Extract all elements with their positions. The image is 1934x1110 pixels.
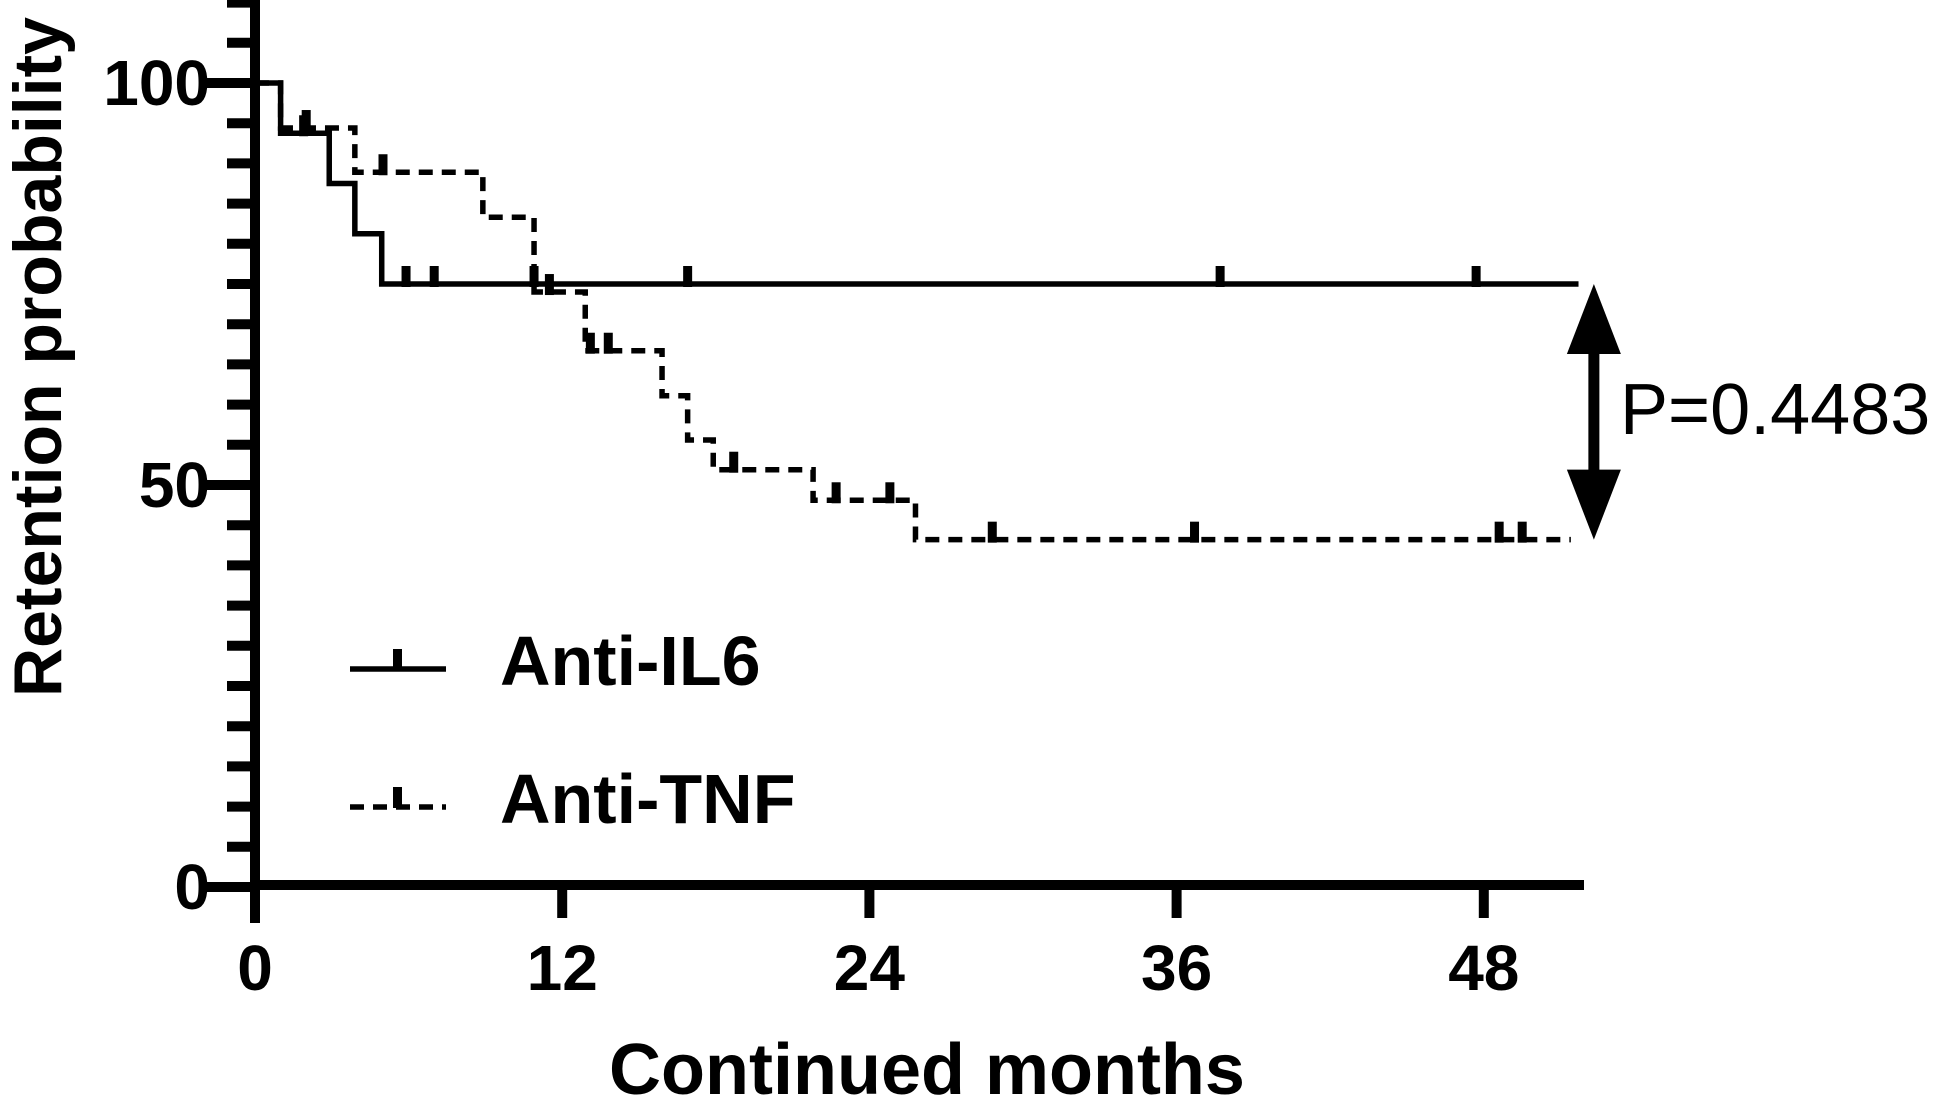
censor-tick-anti-il6 <box>1215 266 1225 287</box>
legend-censor-tick <box>393 649 402 670</box>
p-value-label: P=0.4483 <box>1620 370 1931 450</box>
y-tick-label: 100 <box>103 47 210 119</box>
x-axis-title: Continued months <box>609 1030 1245 1110</box>
legend-item-anti-tnf: Anti-TNF <box>348 764 795 834</box>
legend-item-anti-il6: Anti-IL6 <box>348 626 761 696</box>
censor-tick-anti-tnf <box>585 332 595 354</box>
survival-curve-anti-il6 <box>255 80 1579 287</box>
survival-curve-anti-tnf <box>255 80 1571 543</box>
censor-tick-anti-tnf <box>301 110 311 132</box>
censor-tick-anti-tnf <box>729 451 739 473</box>
arrow-head-down-icon <box>1566 469 1621 540</box>
solid-line-sample-icon <box>350 649 446 672</box>
dashed-line-sample-icon <box>350 787 446 810</box>
censor-tick-anti-il6 <box>429 266 439 287</box>
x-tick-label: 48 <box>1448 932 1520 1004</box>
legend-label: Anti-IL6 <box>500 622 761 700</box>
censor-tick-anti-il6 <box>1471 266 1481 287</box>
x-tick-label: 0 <box>237 932 273 1004</box>
y-tick-label: 0 <box>174 851 210 923</box>
censor-tick-anti-tnf <box>1190 521 1200 543</box>
censor-tick-anti-il6 <box>683 266 693 287</box>
censor-tick-anti-tnf <box>544 274 554 296</box>
censor-tick-anti-tnf <box>987 521 997 543</box>
censor-tick-anti-il6 <box>401 266 411 287</box>
x-tick-label: 36 <box>1141 932 1213 1004</box>
censor-tick-anti-tnf <box>885 482 895 504</box>
x-tick-label: 24 <box>833 932 905 1004</box>
x-tick-label: 12 <box>526 932 598 1004</box>
arrow-head-up-icon <box>1566 284 1621 354</box>
censor-tick-anti-tnf <box>831 482 841 504</box>
legend-label: Anti-TNF <box>500 760 796 838</box>
legend-censor-tick <box>393 787 402 808</box>
censor-tick-anti-tnf <box>378 154 388 176</box>
y-tick-label: 50 <box>138 449 210 521</box>
censor-tick-anti-tnf <box>1494 521 1504 543</box>
censor-tick-anti-tnf <box>603 332 613 354</box>
censor-tick-anti-tnf <box>1517 521 1527 543</box>
